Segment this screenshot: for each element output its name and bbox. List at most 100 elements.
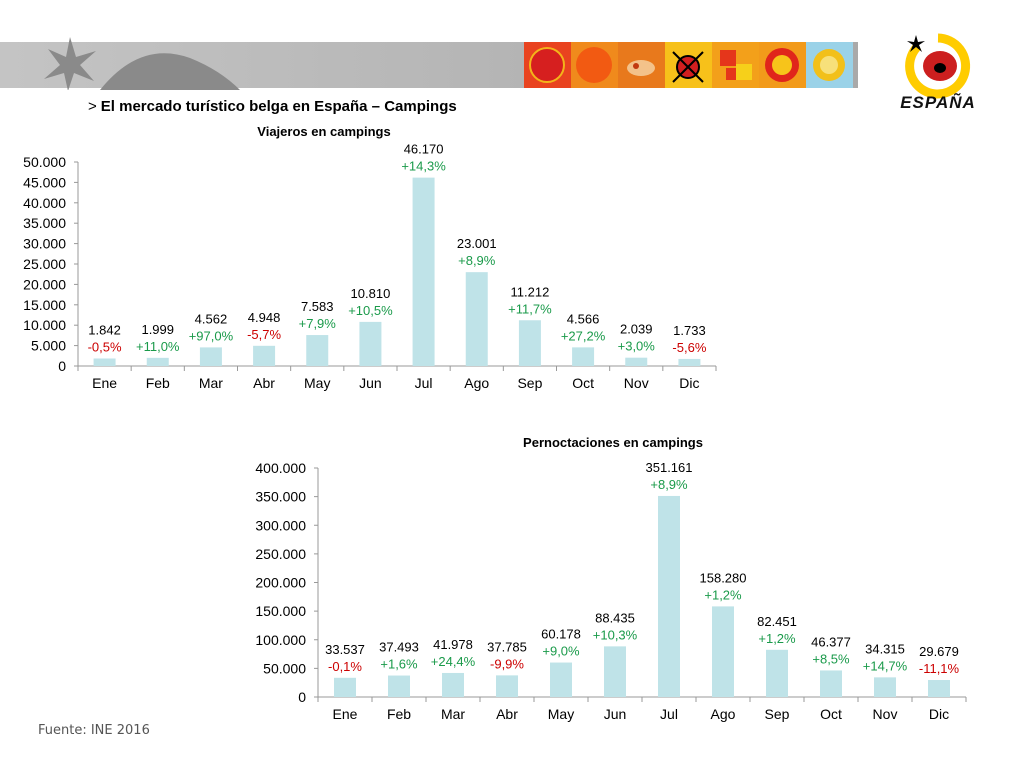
chart1-change-label: +27,2% bbox=[561, 328, 606, 343]
chart1-change-label: -5,7% bbox=[247, 327, 281, 342]
chart2-category-label: Feb bbox=[387, 706, 411, 722]
chart2-change-label: +14,7% bbox=[863, 658, 908, 673]
chart2-bar bbox=[874, 677, 896, 697]
title-text: El mercado turístico belga en España – C… bbox=[100, 98, 457, 115]
ring-tile-icon bbox=[759, 42, 806, 88]
chart1-category-label: Jul bbox=[415, 375, 433, 391]
chart2-bar bbox=[388, 675, 410, 697]
mountain-shape bbox=[100, 53, 240, 90]
chart1-y-tick-label: 15.000 bbox=[23, 297, 66, 313]
chart1-change-label: +11,0% bbox=[136, 339, 180, 354]
chart2-y-tick-label: 200.000 bbox=[255, 575, 306, 591]
chart1-value-label: 1.999 bbox=[141, 322, 174, 337]
chart2-change-label: +10,3% bbox=[593, 627, 638, 642]
logo-wordmark: España bbox=[900, 92, 976, 112]
chart1-y-tick-label: 25.000 bbox=[23, 256, 66, 272]
ladybug-tile-icon bbox=[665, 42, 712, 88]
chart2-bar bbox=[820, 670, 842, 697]
chart2-bar bbox=[334, 677, 356, 697]
chart1-value-label: 23.001 bbox=[457, 236, 497, 251]
chart2-change-label: +1,2% bbox=[758, 631, 796, 646]
chart2-change-label: +8,5% bbox=[812, 651, 850, 666]
chart2-y-tick-label: 150.000 bbox=[255, 603, 306, 619]
chart1-bar bbox=[572, 347, 595, 366]
sunburst-tile-icon bbox=[806, 42, 853, 88]
star-icon bbox=[44, 37, 96, 90]
chart2-change-label: -0,1% bbox=[328, 659, 362, 674]
chart1-value-label: 46.170 bbox=[404, 142, 444, 157]
chart2-category-label: Oct bbox=[820, 706, 842, 722]
chart1-category-label: Ene bbox=[92, 375, 117, 391]
chart1-change-label: +3,0% bbox=[618, 339, 656, 354]
chart2-change-label: +8,9% bbox=[650, 477, 688, 492]
sun-tile-icon bbox=[524, 42, 571, 88]
chart2-category-label: Sep bbox=[765, 706, 790, 722]
chart2-value-label: 34.315 bbox=[865, 641, 905, 656]
chart1-bar bbox=[146, 357, 169, 366]
logo-star-icon bbox=[907, 35, 925, 52]
chart2-bar bbox=[604, 646, 626, 697]
chart2-value-label: 82.451 bbox=[757, 614, 797, 629]
chart1-category-label: Ago bbox=[464, 375, 489, 391]
chart1-change-label: +14,3% bbox=[401, 159, 446, 174]
chart1-value-label: 7.583 bbox=[301, 299, 334, 314]
chart2-value-label: 351.161 bbox=[646, 460, 693, 475]
chart1-bar bbox=[359, 321, 382, 366]
banner-decoration bbox=[44, 37, 240, 90]
chart2-y-tick-label: 250.000 bbox=[255, 546, 306, 562]
chart2-value-label: 33.537 bbox=[325, 642, 365, 657]
chart1-bar bbox=[93, 358, 116, 366]
chart1-category-label: Abr bbox=[253, 375, 275, 391]
chart2-category-label: Mar bbox=[441, 706, 465, 722]
chart1-bar bbox=[465, 272, 488, 366]
chart2-category-label: Jun bbox=[604, 706, 627, 722]
chart1-change-label: +7,9% bbox=[299, 316, 337, 331]
espana-logo: España bbox=[900, 33, 976, 112]
chart2-change-label: +9,0% bbox=[542, 644, 580, 659]
chart2-change-label: -11,1% bbox=[919, 661, 960, 676]
chart2-category-label: Dic bbox=[929, 706, 949, 722]
chart1-change-label: +8,9% bbox=[458, 253, 496, 268]
chart1-y-tick-label: 5.000 bbox=[31, 338, 66, 354]
chart1-title: Viajeros en campings bbox=[257, 124, 390, 139]
chart1-bar bbox=[306, 335, 329, 366]
chart2-bar bbox=[712, 606, 734, 697]
chart1-value-label: 1.842 bbox=[88, 322, 121, 337]
chart1-bar bbox=[412, 177, 435, 366]
chart2-change-label: +1,6% bbox=[380, 657, 418, 672]
chart1-value-label: 2.039 bbox=[620, 322, 653, 337]
chart2-bar bbox=[496, 675, 518, 697]
chart1-category-label: Mar bbox=[199, 375, 223, 391]
chart2-category-label: Ene bbox=[333, 706, 358, 722]
chart2-category-label: Jul bbox=[660, 706, 678, 722]
chart2-change-label: +24,4% bbox=[431, 654, 476, 669]
page-title: > El mercado turístico belga en España – … bbox=[88, 98, 457, 115]
chart1-y-tick-label: 45.000 bbox=[23, 174, 66, 190]
chart1-value-label: 4.566 bbox=[567, 311, 600, 326]
chart1-y-tick-label: 30.000 bbox=[23, 236, 66, 252]
chart1-category-label: Jun bbox=[359, 375, 382, 391]
chart2-value-label: 88.435 bbox=[595, 610, 635, 625]
chart1-change-label: +10,5% bbox=[348, 303, 393, 318]
chart2-category-label: May bbox=[548, 706, 574, 722]
chart2-value-label: 37.493 bbox=[379, 640, 419, 655]
title-arrow: > bbox=[88, 98, 97, 115]
chart1-bar bbox=[678, 358, 701, 366]
chart1-value-label: 1.733 bbox=[673, 323, 706, 338]
chart1-y-tick-label: 20.000 bbox=[23, 276, 66, 292]
chart1-change-label: -5,6% bbox=[672, 340, 706, 355]
source-note: Fuente: INE 2016 bbox=[38, 723, 150, 738]
chart1-change-label: +11,7% bbox=[508, 301, 552, 316]
chart1-category-label: Feb bbox=[146, 375, 170, 391]
logo-sun-icon bbox=[905, 33, 971, 99]
chart1-y-tick-label: 0 bbox=[58, 358, 66, 374]
chart2-y-tick-label: 0 bbox=[298, 689, 306, 705]
chart2-bar bbox=[550, 662, 572, 697]
chart1-bar bbox=[518, 320, 541, 366]
orange-disc-tile-icon bbox=[571, 42, 618, 88]
chart1-value-label: 11.212 bbox=[511, 284, 550, 299]
chart1-value-label: 4.562 bbox=[195, 311, 228, 326]
chart2-bar bbox=[766, 649, 788, 697]
chart2-value-label: 60.178 bbox=[541, 627, 581, 642]
